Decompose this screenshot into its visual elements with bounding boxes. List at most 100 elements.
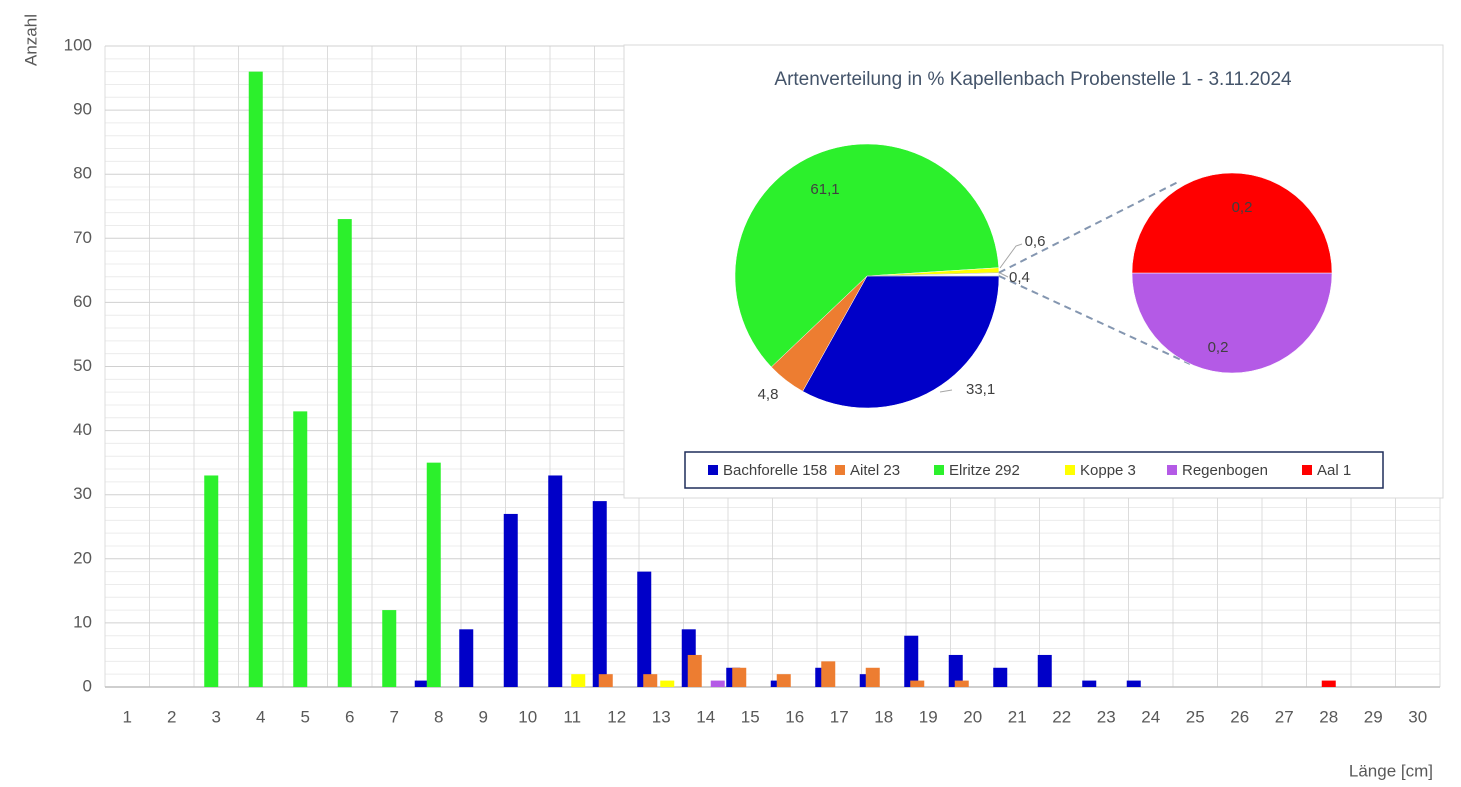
connector	[998, 181, 1179, 274]
x-tick-label: 21	[1008, 707, 1027, 726]
legend-label: Elritze 292	[949, 462, 1020, 479]
x-tick-label: 3	[212, 707, 221, 726]
x-tick-label: 12	[607, 707, 626, 726]
x-tick-label: 6	[345, 707, 354, 726]
x-tick-label: 20	[963, 707, 982, 726]
x-tick-label: 14	[696, 707, 715, 726]
bar	[426, 462, 441, 687]
x-tick-label: 23	[1097, 707, 1116, 726]
bar	[948, 654, 963, 687]
y-tick-label: 40	[73, 420, 92, 439]
x-axis-label: Länge [cm]	[1349, 761, 1433, 780]
bar	[821, 661, 836, 687]
pie-title: Artenverteilung in % Kapellenbach Proben…	[774, 69, 1292, 90]
x-tick-label: 17	[830, 707, 849, 726]
legend-swatch	[708, 465, 718, 475]
y-tick-label: 80	[73, 164, 92, 183]
leader-line	[999, 272, 1009, 278]
bar	[1082, 680, 1097, 687]
data-label: 61,1	[810, 181, 839, 198]
x-tick-label: 25	[1186, 707, 1205, 726]
legend-swatch	[1065, 465, 1075, 475]
legend-label: Aal 1	[1317, 462, 1351, 479]
pie-slice	[802, 275, 1000, 409]
y-tick-label: 100	[64, 35, 92, 54]
x-tick-label: 27	[1275, 707, 1294, 726]
legend-swatch	[835, 465, 845, 475]
bar	[954, 680, 969, 687]
bar	[710, 680, 725, 687]
secondary-pie-slice	[1131, 272, 1333, 374]
data-label: 33,1	[966, 381, 995, 398]
bar	[248, 71, 263, 687]
bar	[643, 674, 658, 687]
legend-label: Regenbogen	[1182, 462, 1268, 479]
bar	[993, 667, 1008, 687]
y-tick-label: 90	[73, 100, 92, 119]
legend-box	[684, 451, 1384, 489]
y-tick-label: 10	[73, 612, 92, 631]
pie-slice	[734, 143, 1000, 368]
bar	[687, 654, 702, 687]
data-label: 4,8	[758, 386, 779, 403]
x-tick-label: 11	[563, 707, 581, 726]
bar	[503, 513, 518, 687]
y-axis-label: Anzahl	[21, 14, 40, 66]
x-tick-label: 24	[1141, 707, 1160, 726]
leader-line	[999, 243, 1023, 269]
x-tick-label: 28	[1319, 707, 1338, 726]
x-tick-label: 22	[1052, 707, 1071, 726]
legend-label: Bachforelle 158	[723, 462, 827, 479]
x-tick-label: 16	[785, 707, 804, 726]
x-tick-label: 30	[1408, 707, 1427, 726]
data-label: 0,6	[1025, 233, 1046, 250]
bar	[1321, 680, 1336, 687]
x-tick-label: 2	[167, 707, 176, 726]
bar	[1037, 654, 1052, 687]
bar	[548, 475, 563, 687]
legend-swatch	[1302, 465, 1312, 475]
data-label: 0,2	[1232, 199, 1253, 216]
bar	[865, 667, 880, 687]
y-tick-label: 50	[73, 356, 92, 375]
legend-swatch	[934, 465, 944, 475]
bar	[459, 629, 474, 687]
x-tick-label: 7	[390, 707, 399, 726]
bar	[337, 219, 352, 687]
x-tick-label: 4	[256, 707, 265, 726]
x-tick-label: 26	[1230, 707, 1249, 726]
y-tick-label: 30	[73, 484, 92, 503]
bar	[776, 674, 791, 687]
x-tick-label: 10	[518, 707, 537, 726]
x-tick-label: 29	[1364, 707, 1383, 726]
x-tick-label: 13	[652, 707, 671, 726]
legend-swatch	[1167, 465, 1177, 475]
pie-slice-other	[866, 272, 1000, 277]
bar	[592, 501, 607, 687]
bar	[204, 475, 219, 687]
bar	[293, 411, 308, 687]
data-label: 0,4	[1009, 269, 1030, 286]
y-tick-label: 70	[73, 228, 92, 247]
bar	[660, 680, 675, 687]
bar	[910, 680, 925, 687]
secondary-pie-slice	[1131, 172, 1333, 274]
data-label: 0,2	[1208, 339, 1229, 356]
legend-label: Koppe 3	[1080, 462, 1136, 479]
bar	[904, 635, 919, 687]
y-tick-label: 0	[83, 676, 92, 695]
y-tick-label: 60	[73, 292, 92, 311]
bar	[598, 674, 613, 687]
bar	[637, 571, 652, 687]
bar	[732, 667, 747, 687]
x-tick-label: 1	[123, 707, 132, 726]
bar	[1126, 680, 1141, 687]
bar	[414, 680, 429, 687]
x-tick-label: 18	[874, 707, 893, 726]
bar	[571, 674, 586, 687]
bar	[382, 610, 397, 687]
x-tick-label: 15	[741, 707, 760, 726]
legend-label: Aitel 23	[850, 462, 900, 479]
x-tick-label: 19	[919, 707, 938, 726]
